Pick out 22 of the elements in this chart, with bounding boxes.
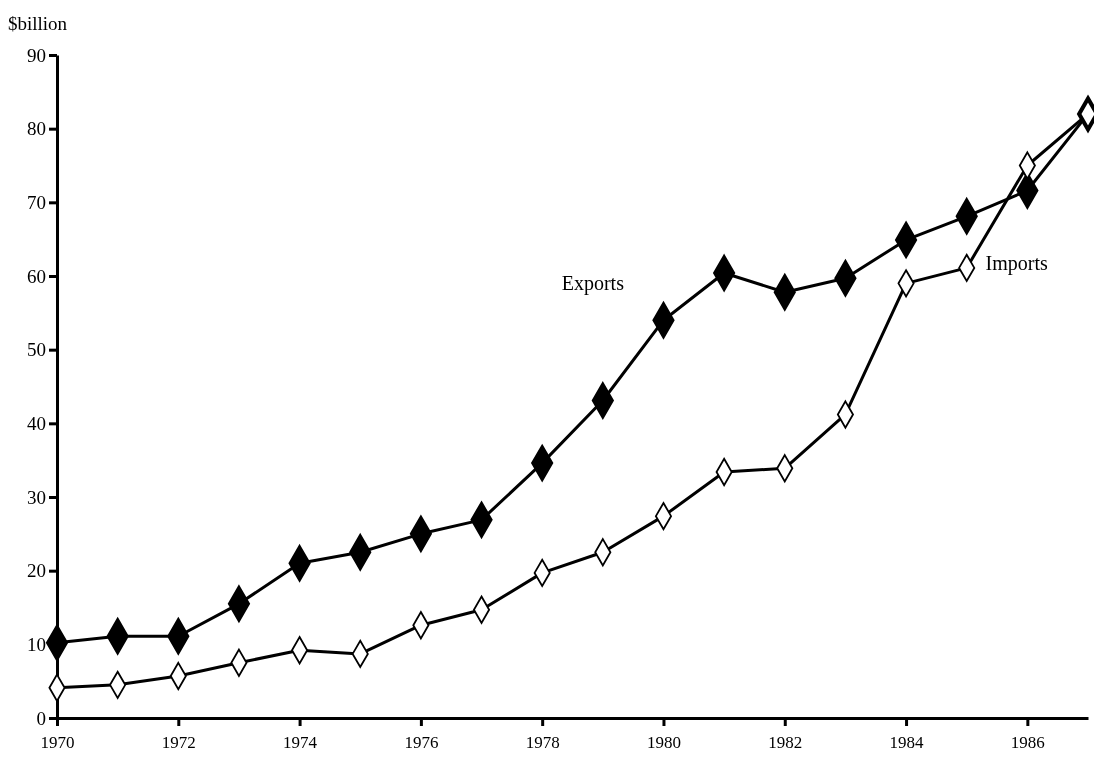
series-label: Imports — [985, 251, 1049, 275]
y-tick-label: 0 — [36, 707, 46, 729]
y-tick-label: 60 — [27, 265, 46, 287]
x-tick-label: 1976 — [404, 732, 439, 752]
y-tick-label: 10 — [27, 633, 46, 655]
y-tick-label: 70 — [27, 191, 46, 213]
y-tick-label: 30 — [27, 486, 46, 508]
y-tick-label: 90 — [27, 44, 46, 66]
series-label: Exports — [561, 272, 625, 296]
x-tick-label: 1982 — [768, 732, 803, 752]
x-tick-label: 1972 — [161, 732, 196, 752]
x-tick-label: 1984 — [889, 732, 925, 752]
y-axis-title: $billion — [8, 13, 68, 34]
x-tick-label: 1980 — [646, 732, 681, 752]
x-tick-label: 1970 — [40, 732, 75, 752]
x-tick-label: 1978 — [525, 732, 560, 752]
y-tick-label: 20 — [27, 560, 46, 582]
y-tick-label: 40 — [27, 412, 46, 434]
y-tick-label: 80 — [27, 118, 46, 140]
x-tick-label: 1986 — [1010, 732, 1045, 752]
x-tick-label: 1974 — [283, 732, 318, 752]
y-tick-label: 50 — [27, 339, 46, 361]
